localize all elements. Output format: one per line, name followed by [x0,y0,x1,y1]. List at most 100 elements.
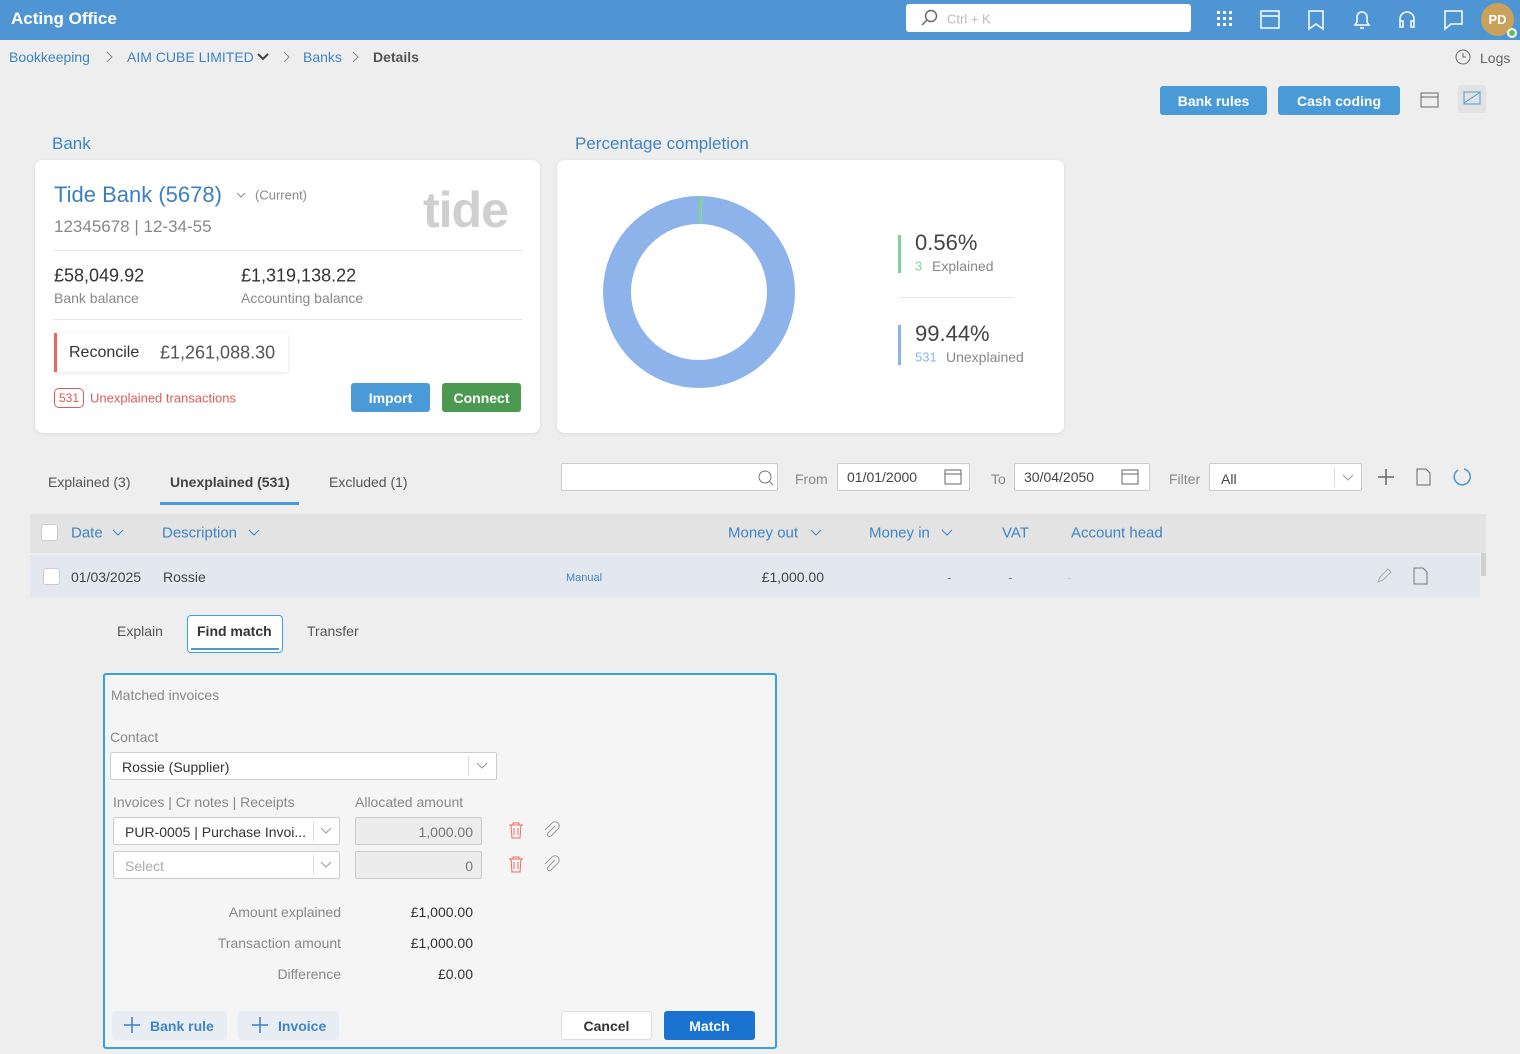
table-header [30,514,1486,553]
reconcile-box [54,333,288,372]
sort-chevron[interactable] [941,529,953,536]
cash-coding-button[interactable]: Cash coding [1278,86,1400,115]
dropdown-chevron[interactable] [320,861,332,869]
search-icon [921,9,938,26]
summary-value: £1,000.00 [410,935,473,951]
icon-button-bg[interactable] [1458,85,1486,113]
amount-value: 0 [465,858,473,874]
invoice-select[interactable] [113,817,340,845]
search-icon [758,470,774,486]
bank-logo: tide [423,182,509,238]
checkbox[interactable] [41,524,58,541]
filter-label: Filter [1169,471,1201,487]
panel-title: Matched invoices [111,687,220,703]
delete-icon[interactable] [508,822,524,839]
column-header[interactable]: Money in [869,524,930,542]
connect-button[interactable]: Connect [442,383,521,412]
search-input[interactable] [561,463,778,491]
app-title: Acting Office [11,9,117,28]
attach-icon[interactable] [543,855,560,873]
cancel-button[interactable]: Cancel [561,1011,652,1040]
table-row[interactable] [30,555,1480,598]
legend-name: Explained [932,258,994,274]
folder-icon[interactable] [1420,91,1440,109]
column-header[interactable]: Date [71,524,103,542]
column-header[interactable]: Description [162,524,238,542]
add-icon[interactable] [1377,468,1395,486]
field-label: Allocated amount [355,794,464,810]
donut-chart [603,196,795,388]
tab-active[interactable]: Unexplained (531) [170,474,290,490]
bank-name[interactable]: Tide Bank (5678) [54,182,222,207]
refresh-icon[interactable] [1452,467,1472,487]
legend-percentage: 0.56% [915,230,978,255]
summary-value: £1,000.00 [410,904,473,920]
unexplained-link[interactable]: Unexplained transactions [90,390,236,406]
breadcrumb-item[interactable]: AIM CUBE LIMITED [127,49,254,65]
dropdown-chevron[interactable] [257,53,269,61]
to-date-input[interactable] [1014,463,1150,491]
cell-money-in: - [947,569,952,585]
dropdown-chevron[interactable] [236,192,246,198]
dropdown-chevron[interactable] [1342,474,1354,482]
summary-label: Difference [277,966,341,982]
button-label: Bank rule [150,1018,214,1034]
to-date: 30/04/2050 [1024,469,1095,485]
separator [468,756,469,776]
amount-input[interactable] [355,817,482,845]
legend-swatch [898,235,901,273]
scrollbar[interactable] [1481,553,1486,576]
checkbox[interactable] [43,568,60,585]
search-box[interactable] [906,4,1191,32]
legend-swatch [898,325,901,365]
breadcrumb-separator [352,51,359,63]
reconcile-amount: £1,261,088.30 [160,342,276,363]
sort-chevron[interactable] [112,529,124,536]
tab[interactable]: Explained (3) [48,474,131,490]
breadcrumb-item[interactable]: Banks [303,49,342,65]
cell-tag: Manual [566,572,603,584]
unexplained-badge: 531 [54,388,84,408]
attach-icon[interactable] [543,821,560,839]
logs-link[interactable]: Logs [1480,50,1511,66]
header-icons[interactable] [1216,10,1463,31]
calendar-icon[interactable] [944,468,962,485]
sort-chevron[interactable] [810,529,822,536]
breadcrumb-item[interactable]: Bookkeeping [9,49,90,65]
row-tab[interactable]: Explain [117,623,163,639]
sort-chevron[interactable] [248,529,260,536]
from-date-input[interactable] [837,463,970,491]
tab-underline [160,502,299,505]
contact-value: Rossie (Supplier) [122,759,230,775]
logs-icon[interactable] [1454,48,1472,66]
invoice-placeholder: Select [125,858,164,874]
invoice-select[interactable] [113,851,340,879]
dropdown-chevron[interactable] [476,762,488,770]
summary-label: Transaction amount [217,935,341,951]
match-button[interactable]: Match [664,1011,755,1040]
bank-rules-button[interactable]: Bank rules [1160,86,1267,115]
chart-icon[interactable] [1463,91,1481,107]
row-tab[interactable]: Transfer [307,623,359,639]
contact-select[interactable] [110,752,497,780]
calendar-icon[interactable] [1121,468,1139,485]
add-icon [124,1017,140,1033]
filter-select[interactable] [1209,463,1362,491]
section-title: Percentage completion [575,134,749,153]
export-icon[interactable] [1415,468,1433,486]
column-header[interactable]: Money out [728,524,799,542]
dropdown-chevron[interactable] [320,827,332,835]
summary-label: Amount explained [228,904,341,920]
edit-icon[interactable] [1376,568,1392,584]
top-bar [0,0,1520,40]
tab[interactable]: Excluded (1) [329,474,408,490]
breadcrumb-current: Details [373,49,419,65]
separator [313,855,314,875]
delete-icon[interactable] [508,856,524,873]
exclude-icon[interactable] [1412,567,1430,585]
section-title: Bank [52,134,91,153]
import-button[interactable]: Import [351,383,430,412]
amount-input[interactable] [355,851,482,879]
row-tab-active[interactable] [187,615,283,653]
